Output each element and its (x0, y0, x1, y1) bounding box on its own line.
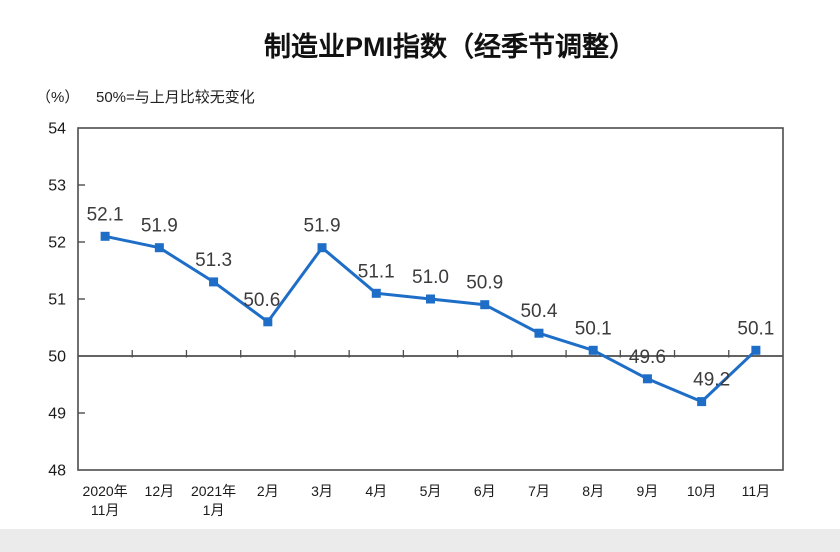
data-point-label: 52.1 (87, 204, 124, 225)
data-point-marker (480, 300, 490, 310)
x-axis-category-label: 2021年 (191, 483, 236, 499)
data-point-label: 50.9 (466, 273, 503, 294)
data-point-marker (100, 231, 110, 241)
x-axis-category-label: 11月 (742, 483, 771, 499)
x-axis-category-label: 2月 (257, 483, 279, 499)
reference-note: 50%=与上月比较无变化 (96, 88, 255, 106)
data-point-marker (426, 294, 435, 304)
y-axis-tick-label: 53 (48, 178, 66, 195)
chart-title: 制造业PMI指数（经季节调整） (264, 31, 636, 62)
y-axis-tick-label: 48 (48, 463, 66, 480)
footer-strip (0, 529, 840, 552)
data-point-marker (154, 243, 164, 253)
data-point-marker (642, 374, 652, 384)
x-axis-category-label: 12月 (145, 483, 175, 499)
data-point-marker (751, 345, 761, 355)
data-point-label: 51.1 (358, 261, 395, 282)
y-axis-unit-label: （%） (36, 89, 79, 106)
data-point-label: 51.9 (141, 216, 178, 237)
y-axis-tick-label: 51 (48, 292, 66, 309)
data-point-label: 50.6 (243, 290, 280, 311)
data-point-marker (371, 288, 381, 298)
x-axis-category-label: 11月 (91, 502, 120, 518)
data-point-marker (209, 277, 219, 287)
data-point-label: 50.1 (575, 318, 612, 339)
x-axis-category-label: 8月 (582, 483, 604, 499)
y-axis-tick-label: 54 (48, 121, 66, 138)
data-point-label: 51.9 (304, 216, 341, 237)
data-point-marker (263, 317, 273, 327)
data-point-label: 50.4 (520, 301, 557, 322)
y-axis-tick-label: 50 (48, 349, 66, 366)
x-axis-category-label: 6月 (474, 483, 496, 499)
data-point-marker (534, 328, 544, 338)
y-axis-tick-label: 52 (48, 235, 66, 252)
data-point-label: 50.1 (737, 318, 774, 339)
x-axis-category-label: 4月 (365, 483, 387, 499)
x-axis-category-label: 3月 (311, 483, 333, 499)
x-axis-category-label: 7月 (528, 483, 550, 499)
y-axis-tick-label: 49 (48, 406, 66, 423)
data-point-marker (317, 243, 327, 253)
data-point-marker (697, 397, 707, 407)
data-point-label: 49.2 (693, 370, 730, 391)
plot-area: 48 49 50 51 52 53 54 52.1 51.9 51.3 50.6 51.9 51.1 51… (48, 121, 784, 518)
x-axis-category-label: 9月 (637, 483, 659, 499)
data-point-label: 49.6 (629, 347, 666, 368)
x-axis-category-label: 2020年 (83, 483, 128, 499)
x-axis-category-label: 10月 (687, 483, 717, 499)
data-point-marker (588, 345, 598, 355)
x-axis-category-label: 5月 (420, 483, 442, 499)
data-point-label: 51.0 (412, 267, 449, 288)
x-axis-category-label: 1月 (203, 502, 225, 518)
data-point-label: 51.3 (195, 250, 232, 271)
